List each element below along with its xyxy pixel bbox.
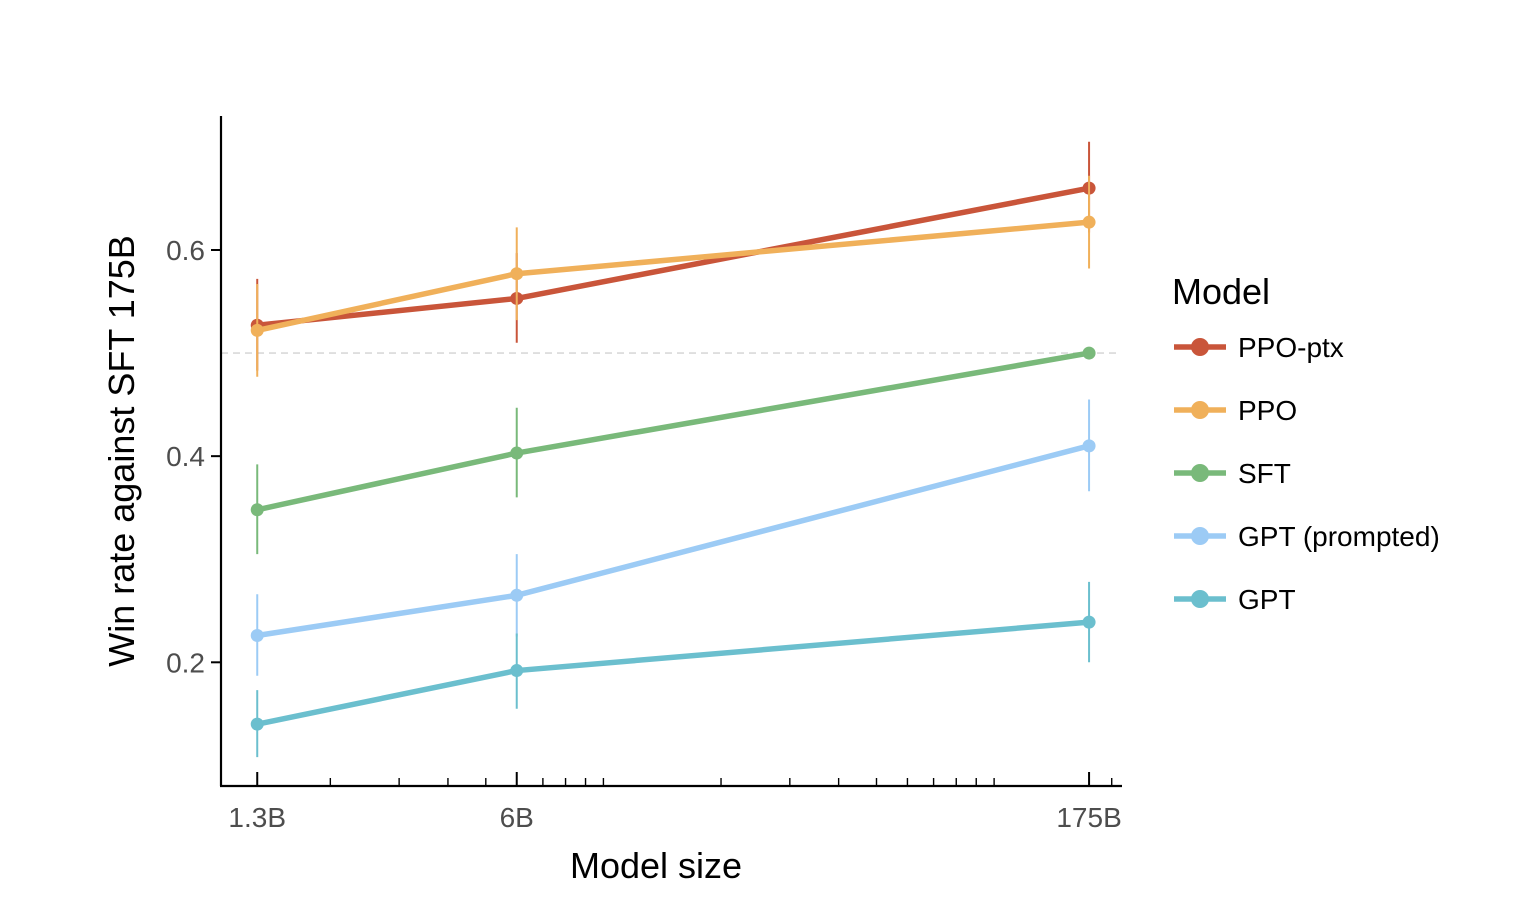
series-line	[254, 443, 1092, 639]
series-ppo-ptx	[250, 141, 1096, 371]
data-point	[1082, 346, 1096, 360]
x-axis-title: Model size	[570, 845, 742, 886]
data-point	[250, 629, 264, 643]
data-point	[250, 323, 264, 337]
data-point	[510, 267, 524, 281]
series-gpt	[250, 581, 1096, 758]
legend-label: PPO	[1238, 395, 1297, 426]
x-tick-label: 1.3B	[228, 802, 286, 833]
x-tick-label: 175B	[1056, 802, 1121, 833]
y-axis-title: Win rate against SFT 175B	[101, 235, 142, 667]
data-point	[250, 717, 264, 731]
data-point	[510, 446, 524, 460]
legend-item: GPT	[1174, 584, 1296, 615]
legend-swatch-point	[1191, 401, 1209, 419]
data-point	[1082, 215, 1096, 229]
legend-label: SFT	[1238, 458, 1291, 489]
legend-item: PPO	[1174, 395, 1297, 426]
series-gpt-prompted	[250, 399, 1096, 676]
legend-label: GPT (prompted)	[1238, 521, 1440, 552]
legend-item: SFT	[1174, 458, 1291, 489]
series-sft	[250, 346, 1096, 555]
series-line	[254, 350, 1092, 513]
ticks: 0.2 0.4 0.6 1.3B 6B 175B	[166, 235, 1122, 833]
legend-title: Model	[1172, 271, 1270, 312]
legend-label: PPO-ptx	[1238, 332, 1344, 363]
legend-swatch-point	[1191, 464, 1209, 482]
data-point	[510, 588, 524, 602]
legend-item: GPT (prompted)	[1174, 521, 1440, 552]
y-tick-label: 0.6	[166, 235, 205, 266]
legend-swatch-point	[1191, 527, 1209, 545]
legend-item: PPO-ptx	[1174, 332, 1344, 363]
x-tick-label: 6B	[500, 802, 534, 833]
data-point	[510, 664, 524, 678]
series-ppo	[250, 175, 1096, 377]
data-point	[1082, 615, 1096, 629]
series-line	[254, 619, 1092, 727]
legend: Model PPO-ptx PPO SFT GPT (prompted) GPT	[1172, 271, 1440, 615]
data-point	[250, 503, 264, 517]
y-tick-label: 0.2	[166, 647, 205, 678]
series-layer	[250, 141, 1096, 758]
axes	[219, 116, 1122, 788]
data-point	[1082, 439, 1096, 453]
legend-swatch-point	[1191, 338, 1209, 356]
y-tick-label: 0.4	[166, 441, 205, 472]
legend-label: GPT	[1238, 584, 1296, 615]
legend-swatch-point	[1191, 590, 1209, 608]
